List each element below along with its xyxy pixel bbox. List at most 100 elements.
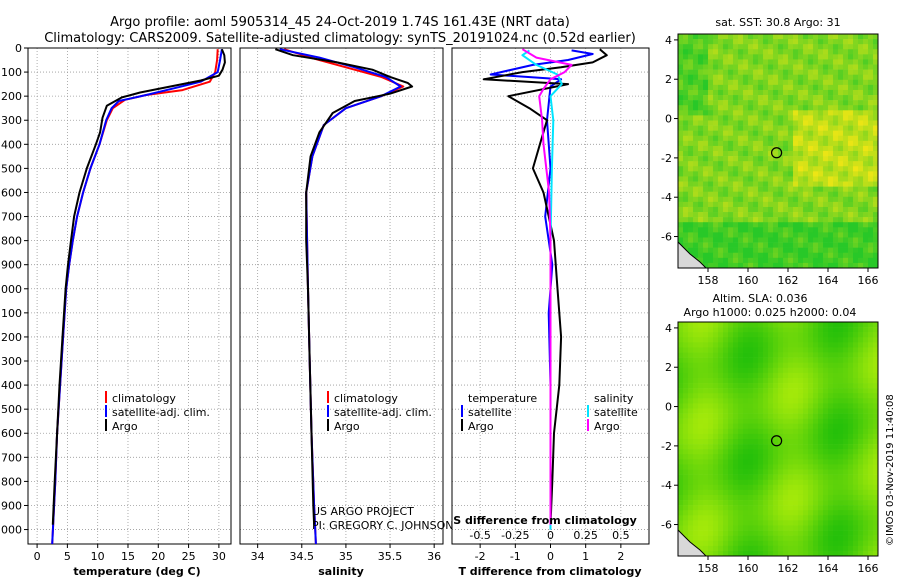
sst-map-cell bbox=[758, 69, 764, 75]
sst-map-cell bbox=[863, 69, 869, 75]
sst-map-cell bbox=[738, 69, 744, 75]
sla-map-cell bbox=[723, 479, 729, 486]
sla-map-cell bbox=[848, 510, 854, 516]
sla-map-cell bbox=[708, 362, 714, 369]
sla-map-cell bbox=[678, 515, 684, 521]
sla-map-cell bbox=[868, 439, 874, 445]
sla-map-cell bbox=[848, 550, 854, 557]
sst-map-cell bbox=[738, 196, 744, 203]
sst-map-cell bbox=[698, 135, 704, 142]
sla-map-cell bbox=[708, 489, 714, 496]
sst-map-cell bbox=[853, 191, 859, 198]
sst-map-cell bbox=[823, 232, 829, 238]
sla-map-cell bbox=[708, 377, 714, 384]
sst-map-cell bbox=[718, 105, 724, 111]
sst-map-cell bbox=[873, 151, 879, 157]
sla-map-cell bbox=[708, 494, 714, 501]
sla-map-cell bbox=[788, 362, 794, 369]
sst-map-cell bbox=[683, 49, 689, 55]
sst-map-cell bbox=[738, 257, 744, 264]
sla-map-cell bbox=[838, 454, 844, 460]
sla-map-cell bbox=[758, 439, 764, 445]
sst-map-cell bbox=[838, 151, 844, 157]
sst-map-cell bbox=[808, 247, 814, 254]
sst-map-cell bbox=[713, 54, 719, 60]
sla-map-cell bbox=[808, 383, 814, 389]
sst-map-cell bbox=[763, 39, 769, 45]
sla-map-cell bbox=[833, 332, 839, 338]
sst-map-cell bbox=[848, 64, 854, 70]
sst-map-cell bbox=[778, 135, 784, 142]
sla-map-cell bbox=[828, 362, 834, 369]
sst-map-cell bbox=[818, 39, 824, 45]
sla-map-cell bbox=[773, 418, 779, 425]
sst-map-cell bbox=[823, 247, 829, 254]
sla-map-cell bbox=[848, 337, 854, 343]
sst-map-cell bbox=[793, 105, 799, 111]
sla-map-cell bbox=[788, 388, 794, 394]
sla-map-cell bbox=[843, 423, 849, 430]
sla-map-cell bbox=[798, 377, 804, 384]
sla-map-cell bbox=[853, 439, 859, 445]
sla-map-cell bbox=[798, 464, 804, 470]
sla-map-cell bbox=[728, 550, 734, 557]
sst-map-cell bbox=[683, 79, 689, 86]
sla-map-cell bbox=[683, 337, 689, 343]
sla-map-cell bbox=[713, 439, 719, 445]
sla-map-cell bbox=[733, 489, 739, 496]
sla-map-cell bbox=[828, 520, 834, 526]
sst-map-cell bbox=[828, 191, 834, 198]
sla-map-cell bbox=[708, 357, 714, 363]
sst-map-cell bbox=[683, 105, 689, 111]
legend-temperature-title: temperature bbox=[468, 392, 537, 405]
sla-map-cell bbox=[728, 403, 734, 409]
sst-map-cell bbox=[868, 110, 874, 116]
sst-map-cell bbox=[798, 196, 804, 203]
sst-map-cell bbox=[693, 140, 699, 147]
sst-map-y-tick-label: -4 bbox=[661, 191, 672, 204]
sla-map-cell bbox=[728, 510, 734, 516]
sst-map-cell bbox=[868, 222, 874, 228]
sst-map-cell bbox=[753, 227, 759, 233]
sst-map-cell bbox=[818, 232, 824, 238]
sst-map-cell bbox=[703, 54, 709, 60]
sla-map-cell bbox=[828, 372, 834, 379]
sla-map-cell bbox=[853, 337, 859, 343]
sst-map-cell bbox=[738, 151, 744, 157]
sst-map-cell bbox=[753, 151, 759, 157]
sst-map-cell bbox=[723, 120, 729, 126]
sla-map-cell bbox=[873, 550, 879, 557]
sst-map-cell bbox=[723, 166, 729, 172]
sst-map-cell bbox=[738, 135, 744, 142]
sla-map-cell bbox=[778, 322, 784, 328]
sst-map-cell bbox=[748, 54, 754, 60]
sla-map-cell bbox=[708, 367, 714, 374]
sst-map-cell bbox=[703, 49, 709, 55]
sst-map-cell bbox=[783, 49, 789, 55]
sla-map-cell bbox=[728, 489, 734, 496]
sla-map-cell bbox=[758, 332, 764, 338]
sla-map-cell bbox=[863, 525, 869, 531]
sst-map-cell bbox=[783, 237, 789, 243]
sst-map-cell bbox=[713, 252, 719, 259]
sla-map-cell bbox=[848, 372, 854, 379]
sla-map-cell bbox=[758, 484, 764, 491]
sla-map-cell bbox=[813, 479, 819, 486]
sst-map-cell bbox=[768, 201, 774, 208]
sst-map-cell bbox=[688, 105, 694, 111]
temperature-x-label: temperature (deg C) bbox=[73, 565, 200, 578]
sla-map-cell bbox=[798, 337, 804, 343]
sla-map-cell bbox=[703, 520, 709, 526]
sst-map-x-tick-label: 166 bbox=[858, 274, 879, 287]
sst-argo-marker bbox=[770, 147, 783, 159]
sla-map-cell bbox=[718, 525, 724, 531]
sla-map-cell bbox=[848, 327, 854, 333]
sst-map-cell bbox=[848, 237, 854, 243]
sst-map-cell bbox=[748, 252, 754, 259]
sst-map-cell bbox=[738, 171, 744, 177]
sla-map-cell bbox=[818, 515, 824, 521]
sla-map-cell bbox=[858, 347, 864, 353]
sla-map-cell bbox=[813, 500, 819, 506]
sst-map-cell bbox=[823, 89, 829, 96]
sst-map-cell bbox=[738, 34, 744, 40]
